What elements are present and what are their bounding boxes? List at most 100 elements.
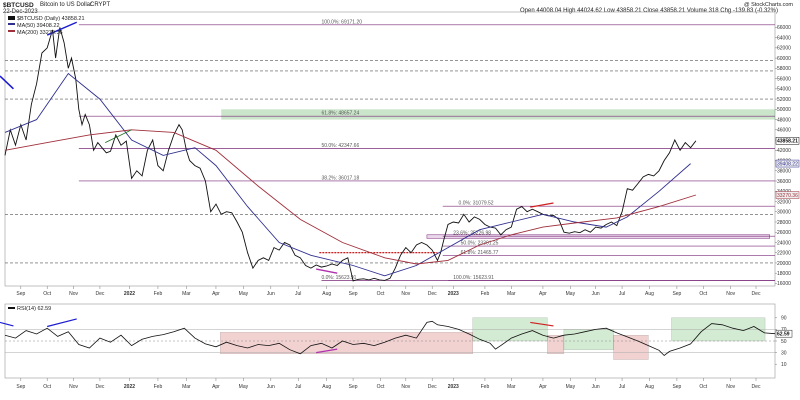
price-label-box [775,137,800,145]
high-value: 44024.62 [577,8,603,14]
legend-ma200: MA(200) 33270.36 [17,30,63,36]
green-trendline [105,129,132,143]
x-tick-label: Dec [428,384,437,390]
volume-label: Volume [686,8,707,14]
price-label: 39408.22 [777,161,798,167]
x-tick-label: Sep [349,384,358,390]
fib-level-label: 50.0%: 23301.25 [461,241,499,247]
x-tick-label: Nov [401,291,410,297]
fib-level-label: 61.8%: 48657.24 [321,111,359,117]
x-tick-label: Apr [539,384,547,390]
x-tick-label: Apr [212,384,220,390]
y-tick-label: 18000 [777,271,791,277]
x-tick-label: Jun [592,291,600,297]
x-tick-label: Feb [154,384,163,390]
fib-level-label: 0.0%: 31079.52 [459,201,494,207]
price-label: 43858.21 [777,139,798,145]
x-tick-label: Oct [699,291,707,297]
watermark: @ StockCharts.com [744,2,793,8]
x-tick-label: Jun [267,291,275,297]
rsi-line [4,320,776,357]
chg-value: -139.83 (-0.32%) [732,8,778,14]
x-tick-label: Dec [95,291,104,297]
fib-level-label: 0.0%: 15623.91 [321,275,356,281]
x-tick-label: Jun [592,384,600,390]
x-tick-label: Feb [154,291,163,297]
x-tick-label: Oct [699,384,707,390]
x-tick-label: Aug [322,291,331,297]
price-panel-frame [4,11,776,287]
x-tick-label: Feb [481,291,490,297]
x-tick-label: Aug [322,384,331,390]
rsi-y-tick-label: 10 [781,362,787,368]
legend-price: $BTCUSD (Daily) 43858.21 [17,16,85,22]
x-tick-label: Mar [182,291,191,297]
y-tick-label: 54000 [777,87,791,93]
x-tick-label: Dec [428,291,437,297]
support-zone [426,234,770,239]
x-tick-label: Oct [377,384,385,390]
high-label: High [563,8,576,14]
rsi-y-tick-label: 90 [781,316,787,322]
open-value: 44008.04 [536,8,562,14]
y-tick-label: 30000 [777,210,791,216]
x-tick-label: Sep [672,291,681,297]
open-label: Open [520,8,535,14]
x-tick-label: Nov [69,291,78,297]
price-label: 33270.36 [777,193,798,199]
x-tick-label: Sep [672,384,681,390]
fib-level-label: 100.0%: 69171.20 [321,19,362,25]
resistance-zone [221,109,775,120]
purple-trendline [316,268,338,274]
rsi-purple-trendline [316,348,338,354]
x-tick-label: Mar [182,384,191,390]
rsi-blue-trendline [47,318,77,328]
low-label: Low [603,8,615,14]
rsi-zone [613,335,649,360]
rsi-zone [220,332,473,354]
y-tick-label: 38000 [777,169,791,175]
rsi-zone [563,329,614,350]
rsi-red-trendline [530,321,554,327]
x-tick-label: 2023 [448,384,459,390]
y-tick-label: 50000 [777,107,791,113]
red-trendline [530,202,554,208]
y-tick-label: 24000 [777,240,791,246]
chart-exchange: CRYPT [90,2,111,8]
x-tick-label: Sep [349,291,358,297]
x-tick-label: Dec [752,291,761,297]
y-tick-label: 16000 [777,281,791,287]
x-tick-label: Oct [43,384,51,390]
price-label-box [775,159,800,168]
x-tick-label: 2023 [448,291,459,297]
blue-trendline [0,75,14,90]
x-tick-label: Jul [295,384,301,390]
x-tick-label: Nov [726,384,735,390]
chart-name: Bitcoin to US Dollar [40,2,93,8]
y-tick-label: 62000 [777,46,791,52]
x-tick-label: Sep [16,384,25,390]
x-tick-label: May [239,291,249,297]
x-tick-label: Jul [295,291,301,297]
legend-swatch-rsi [8,307,15,309]
legend-swatch-ma50 [8,23,15,25]
x-tick-label: Sep [16,291,25,297]
volume-value: 318 [708,8,719,14]
y-tick-label: 52000 [777,97,791,103]
x-tick-label: Nov [401,384,410,390]
series-line [4,72,691,277]
rsi-zone [547,335,565,354]
y-tick-label: 64000 [777,35,791,41]
x-tick-label: Mar [507,384,516,390]
series-line [4,27,697,282]
low-value: 43858.21 [616,8,642,14]
legend-swatch-ma200 [8,30,15,32]
x-tick-label: Jun [267,384,275,390]
x-tick-label: Mar [507,291,516,297]
x-tick-label: May [566,291,576,297]
y-tick-label: 66000 [777,25,791,31]
close-label: Close [643,8,659,14]
y-tick-label: 32000 [777,199,791,205]
y-tick-label: 28000 [777,220,791,226]
